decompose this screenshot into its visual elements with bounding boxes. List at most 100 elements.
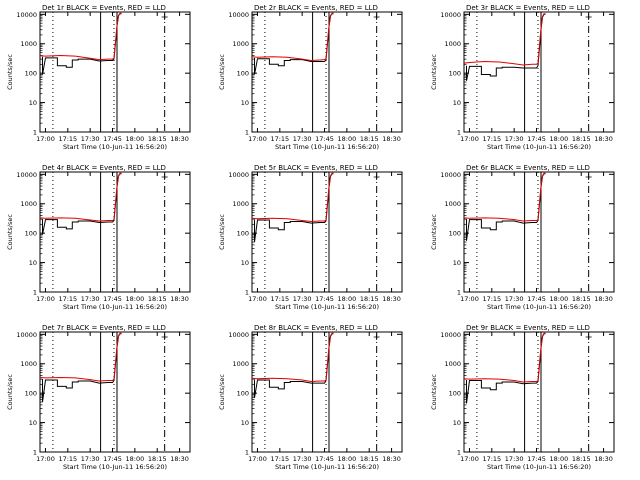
x-tick-label: 18:00 <box>338 295 357 303</box>
plot-frame <box>251 11 403 133</box>
x-axis-label: Start Time (10-Jun-11 16:56:20) <box>487 303 591 311</box>
x-tick-label: 18:30 <box>382 135 401 143</box>
y-tick-label: 1000 <box>20 40 37 48</box>
plus-marker-icon <box>161 334 168 340</box>
chart-title: Det 1r BLACK = Events, RED = LLD <box>42 4 166 12</box>
x-tick-label: 18:15 <box>360 455 379 463</box>
x-tick-label: 17:00 <box>36 455 55 463</box>
y-tick-label: 10 <box>241 99 249 107</box>
series-lld <box>463 332 546 383</box>
x-tick-label: 17:30 <box>81 455 100 463</box>
y-tick-label: 100 <box>25 390 37 398</box>
x-tick-label: 17:45 <box>103 135 122 143</box>
x-tick-label: 17:45 <box>527 135 546 143</box>
chart-title: Det 4r BLACK = Events, RED = LLD <box>42 164 166 172</box>
plot-frame <box>251 171 403 293</box>
plus-marker-icon <box>585 14 592 20</box>
x-tick-label: 17:45 <box>527 455 546 463</box>
x-tick-label: 18:30 <box>594 295 613 303</box>
x-tick-label: 17:30 <box>505 295 524 303</box>
x-tick-label: 17:15 <box>270 295 289 303</box>
y-axis-label: Counts/sec <box>6 54 14 90</box>
plot-frame <box>39 171 191 293</box>
x-tick-label: 17:30 <box>293 295 312 303</box>
y-axis-label: Counts/sec <box>430 214 438 250</box>
x-tick-label: 17:15 <box>58 295 77 303</box>
chart-title: Det 6r BLACK = Events, RED = LLD <box>466 164 590 172</box>
x-tick-label: 17:15 <box>270 135 289 143</box>
x-tick-label: 18:15 <box>148 455 167 463</box>
y-axis-label: Counts/sec <box>6 214 14 250</box>
x-tick-label: 17:45 <box>315 295 334 303</box>
y-tick-label: 10 <box>29 419 37 427</box>
x-tick-label: 18:00 <box>338 135 357 143</box>
series-lld <box>251 12 334 62</box>
x-tick-label: 18:00 <box>126 295 145 303</box>
x-tick-label: 18:30 <box>382 295 401 303</box>
x-tick-label: 17:00 <box>36 135 55 143</box>
series-lld <box>39 332 122 382</box>
y-tick-label: 10000 <box>228 171 249 179</box>
x-tick-label: 17:30 <box>81 295 100 303</box>
x-axis-label: Start Time (10-Jun-11 16:56:20) <box>487 143 591 151</box>
y-tick-label: 1000 <box>444 200 461 208</box>
y-tick-label: 10 <box>29 259 37 267</box>
chart-title: Det 3r BLACK = Events, RED = LLD <box>466 4 590 12</box>
x-tick-label: 17:00 <box>460 135 479 143</box>
y-tick-label: 1 <box>245 289 249 297</box>
y-tick-label: 10000 <box>16 331 37 339</box>
x-tick-label: 17:15 <box>58 455 77 463</box>
x-tick-label: 18:00 <box>550 135 569 143</box>
x-axis-label: Start Time (10-Jun-11 16:56:20) <box>63 463 167 471</box>
x-tick-label: 17:30 <box>505 135 524 143</box>
x-axis-label: Start Time (10-Jun-11 16:56:20) <box>63 143 167 151</box>
x-axis-label: Start Time (10-Jun-11 16:56:20) <box>275 143 379 151</box>
y-tick-label: 10000 <box>440 11 461 19</box>
chart-panel: Det 1r BLACK = Events, RED = LLD 17:00 17:… <box>6 4 191 151</box>
y-tick-label: 1000 <box>232 360 249 368</box>
y-tick-label: 10000 <box>228 11 249 19</box>
x-tick-label: 18:15 <box>572 455 591 463</box>
y-axis-label: Counts/sec <box>6 374 14 410</box>
x-axis-label: Start Time (10-Jun-11 16:56:20) <box>275 463 379 471</box>
y-tick-label: 1 <box>33 449 37 457</box>
x-tick-label: 17:00 <box>248 295 267 303</box>
x-tick-label: 18:30 <box>594 455 613 463</box>
y-tick-label: 10000 <box>16 11 37 19</box>
y-tick-label: 10000 <box>440 171 461 179</box>
plus-marker-icon <box>585 174 592 180</box>
x-tick-label: 17:15 <box>482 135 501 143</box>
x-tick-label: 17:00 <box>460 295 479 303</box>
plus-marker-icon <box>373 334 380 340</box>
plot-frame <box>463 11 615 133</box>
x-axis-label: Start Time (10-Jun-11 16:56:20) <box>63 303 167 311</box>
y-tick-label: 100 <box>449 70 461 78</box>
series-lld <box>463 172 546 222</box>
plus-marker-icon <box>373 14 380 20</box>
y-tick-label: 1000 <box>444 40 461 48</box>
x-tick-label: 17:45 <box>315 455 334 463</box>
chart-title: Det 5r BLACK = Events, RED = LLD <box>254 164 378 172</box>
chart-title: Det 2r BLACK = Events, RED = LLD <box>254 4 378 12</box>
y-tick-label: 100 <box>449 390 461 398</box>
series-lld <box>39 12 122 61</box>
y-tick-label: 1 <box>245 129 249 137</box>
x-tick-label: 18:15 <box>360 295 379 303</box>
x-tick-label: 18:15 <box>148 135 167 143</box>
y-axis-label: Counts/sec <box>430 374 438 410</box>
x-tick-label: 17:30 <box>81 135 100 143</box>
x-tick-label: 17:00 <box>36 295 55 303</box>
y-tick-label: 1000 <box>20 200 37 208</box>
y-tick-label: 10 <box>241 419 249 427</box>
y-tick-label: 1000 <box>444 360 461 368</box>
y-tick-label: 10 <box>241 259 249 267</box>
plus-marker-icon <box>585 334 592 340</box>
x-tick-label: 17:00 <box>248 455 267 463</box>
